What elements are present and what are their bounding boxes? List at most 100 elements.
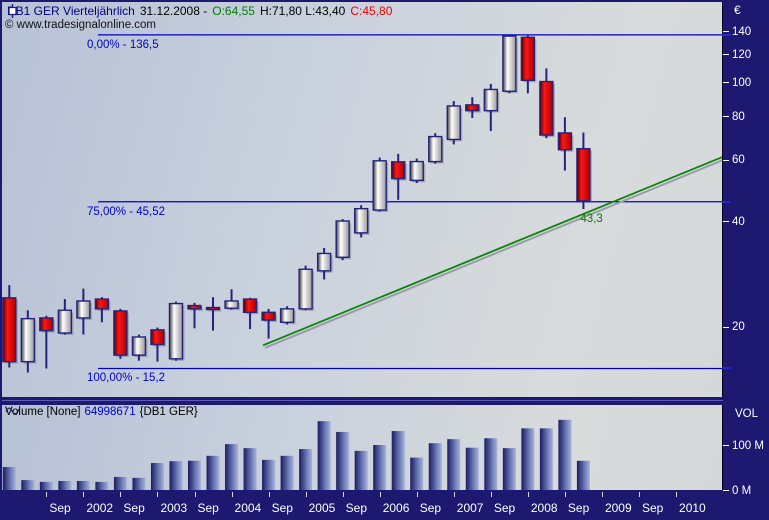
candle-2003-Q1[interactable]: [150, 329, 165, 346]
time-tick-mark: [231, 492, 233, 497]
time-tick-label-Sep: Sep: [419, 501, 442, 515]
volume-bar-2006-Q4[interactable]: [428, 443, 442, 490]
time-tick-mark: [305, 492, 307, 497]
pane-separator[interactable]: [2, 397, 723, 405]
volume-bar-2008-Q4[interactable]: [576, 460, 590, 490]
volume-bar-2005-Q1[interactable]: [299, 449, 313, 490]
candle-2005-Q3[interactable]: [335, 220, 350, 258]
trendline[interactable]: [262, 156, 722, 347]
volume-bar-2002-Q4[interactable]: [132, 477, 146, 490]
volume-bar-2001-Q4[interactable]: [58, 481, 72, 490]
candle-2007-Q1[interactable]: [446, 105, 461, 141]
volume-tick-0: 0 M: [723, 484, 751, 497]
candle-2008-Q4[interactable]: [576, 147, 591, 202]
candle-2005-Q4[interactable]: [353, 207, 369, 234]
candle-2002-Q1[interactable]: [76, 300, 91, 319]
volume-bar-2002-Q2[interactable]: [95, 481, 109, 490]
volume-bar-2005-Q3[interactable]: [336, 431, 350, 490]
fib-label-0pct[interactable]: 0,00% - 136,5: [87, 38, 159, 51]
volume-bar-2001-Q1[interactable]: [2, 467, 16, 490]
volume-bar-2006-Q2[interactable]: [391, 431, 405, 490]
price-chart-canvas[interactable]: [2, 2, 722, 397]
candle-2006-Q3[interactable]: [409, 160, 424, 182]
fib-label-100pct[interactable]: 100,00% - 15,2: [87, 372, 166, 385]
volume-bar-2007-Q4[interactable]: [502, 448, 516, 490]
volume-indicator-header[interactable]: Volume [None] 64998671 {DB1 GER}: [5, 406, 198, 418]
volume-bar-2002-Q3[interactable]: [113, 476, 127, 490]
volume-tick-100: 100 M: [723, 439, 764, 452]
candle-2005-Q2[interactable]: [316, 252, 332, 272]
volume-bar-2004-Q1[interactable]: [225, 444, 239, 490]
time-tick-label-Sep: Sep: [641, 501, 664, 515]
fib-axis-tick-1: [722, 200, 731, 203]
volume-bar-2001-Q2[interactable]: [21, 480, 35, 490]
candle-2003-Q3[interactable]: [187, 304, 202, 310]
time-tick-label-2009: 2009: [604, 501, 632, 515]
volume-bar-2005-Q4[interactable]: [354, 450, 368, 490]
candle-2006-Q1[interactable]: [372, 160, 387, 211]
volume-chart-canvas[interactable]: [2, 405, 722, 490]
candle-2001-Q2[interactable]: [20, 317, 36, 363]
volume-bar-2004-Q3[interactable]: [262, 459, 276, 490]
volume-axis-title: VOL: [735, 408, 759, 420]
volume-bar-2007-Q1[interactable]: [447, 439, 461, 490]
volume-bar-2007-Q3[interactable]: [484, 438, 498, 490]
volume-bar-2003-Q4[interactable]: [206, 455, 220, 490]
candle-2002-Q2[interactable]: [94, 298, 110, 310]
time-tick-label-Sep: Sep: [567, 501, 590, 515]
candle-2003-Q4[interactable]: [205, 306, 221, 311]
candle-2007-Q2[interactable]: [465, 104, 480, 112]
time-tick-label-2002: 2002: [86, 501, 114, 515]
volume-bar-2003-Q3[interactable]: [188, 460, 201, 490]
volume-indicator-value: 64998671: [84, 406, 136, 418]
volume-bar-2005-Q2[interactable]: [317, 421, 331, 490]
candle-2006-Q2[interactable]: [391, 161, 406, 180]
volume-bar-2003-Q1[interactable]: [150, 463, 164, 490]
candle-2004-Q4[interactable]: [279, 308, 295, 323]
candlestick-chart-icon: [8, 4, 17, 18]
volume-indicator-instrument: {DB1 GER}: [139, 406, 198, 418]
time-tick-mark: [453, 492, 455, 497]
volume-pane: Volume [None] 64998671 {DB1 GER}: [2, 405, 723, 490]
candle-2001-Q4[interactable]: [57, 309, 73, 334]
candle-2005-Q1[interactable]: [298, 268, 313, 310]
candle-2002-Q4[interactable]: [131, 336, 147, 356]
volume-bar-2006-Q1[interactable]: [373, 445, 387, 490]
volume-bar-2004-Q4[interactable]: [280, 455, 294, 490]
time-tick-label-Sep: Sep: [271, 501, 293, 515]
time-tick-label-2008: 2008: [530, 501, 558, 515]
volume-bar-2004-Q2[interactable]: [243, 448, 257, 490]
time-tick-label-2007: 2007: [456, 501, 484, 515]
volume-bar-2008-Q2[interactable]: [539, 428, 553, 490]
candle-2004-Q2[interactable]: [242, 298, 258, 313]
time-tick-mark: [268, 492, 270, 497]
candle-2007-Q3[interactable]: [483, 88, 499, 112]
fib-label-75pct[interactable]: 75,00% - 45,52: [87, 205, 166, 218]
candle-2004-Q1[interactable]: [224, 300, 239, 309]
candle-2001-Q3[interactable]: [39, 317, 54, 332]
candles-group: [2, 34, 592, 373]
candle-2001-Q1[interactable]: [2, 297, 17, 363]
candle-2008-Q1[interactable]: [520, 36, 536, 82]
candle-2002-Q3[interactable]: [113, 310, 128, 356]
volume-bar-2008-Q3[interactable]: [558, 419, 572, 490]
candle-2003-Q2[interactable]: [168, 302, 184, 360]
chart-legend[interactable]: DB1 GER Vierteljährlich 31.12.2008 - O:6…: [7, 4, 392, 18]
candle-2008-Q3[interactable]: [557, 132, 573, 151]
volume-bar-2006-Q3[interactable]: [410, 457, 424, 490]
candle-2008-Q2[interactable]: [539, 80, 554, 136]
trendline-value-label[interactable]: 43,3: [580, 213, 603, 226]
candle-2006-Q4[interactable]: [428, 135, 443, 163]
volume-bar-2008-Q1[interactable]: [521, 428, 535, 490]
volume-bar-2001-Q3[interactable]: [39, 481, 53, 490]
legend-high-low-values: H:71,80 L:43,40: [259, 4, 346, 18]
time-tick-label-Sep: Sep: [345, 501, 368, 515]
price-tick-60: 60: [723, 154, 745, 167]
candle-2004-Q3[interactable]: [261, 311, 276, 321]
volume-bar-2003-Q2[interactable]: [169, 461, 183, 490]
time-tick-label-Sep: Sep: [49, 501, 71, 515]
volume-bar-2007-Q2[interactable]: [465, 447, 479, 490]
volume-bar-2002-Q1[interactable]: [76, 481, 90, 490]
price-tick-40: 40: [723, 215, 745, 228]
candle-2007-Q4[interactable]: [502, 35, 517, 92]
